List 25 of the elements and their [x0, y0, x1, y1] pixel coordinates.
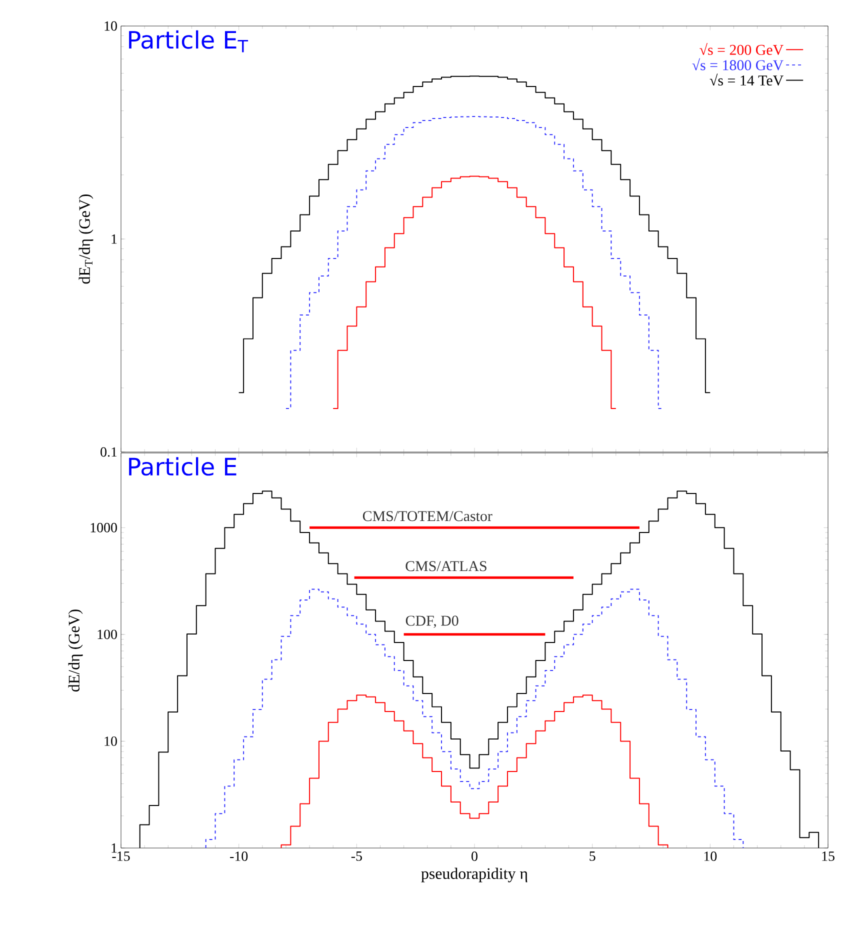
x-tick-label: 15	[822, 852, 834, 861]
annotation: CMS/TOTEM/Castor	[362, 511, 492, 522]
chart-title: Particle E$_{T}$	[129, 30, 248, 52]
x-tick-label: 0	[472, 852, 478, 861]
y-tick-label: 10	[104, 21, 117, 31]
y-tick-label: 10	[104, 736, 117, 746]
legend-label: √s = 200 GeV	[700, 42, 784, 56]
legend-label: √s = 14 TeV	[710, 74, 784, 86]
x-tick-label: -5	[351, 852, 362, 861]
y-tick-label: 1	[112, 843, 117, 853]
x-axis-title: pseudorapidity η	[421, 868, 528, 882]
x-tick-label: -15	[112, 852, 130, 861]
x-tick-label: 5	[590, 852, 596, 861]
annotation: CDF, D0	[406, 616, 458, 628]
y-tick-label: 0.1	[100, 447, 117, 457]
y-tick-label: 1	[112, 234, 117, 244]
chart-title: Particle E	[129, 457, 236, 476]
y-axis-title: dE/dη (GeV)	[68, 610, 83, 692]
legend-label: √s = 1800 GeV	[692, 58, 784, 70]
y-axis-title: dE$_{T}$/dη (GeV)	[78, 194, 94, 284]
y-tick-label: 1000	[90, 522, 117, 532]
x-tick-label: 10	[704, 852, 717, 861]
annotation: CMS/ATLAS	[406, 561, 486, 572]
y-tick-label: 100	[98, 630, 117, 640]
x-tick-label: -10	[230, 852, 248, 861]
